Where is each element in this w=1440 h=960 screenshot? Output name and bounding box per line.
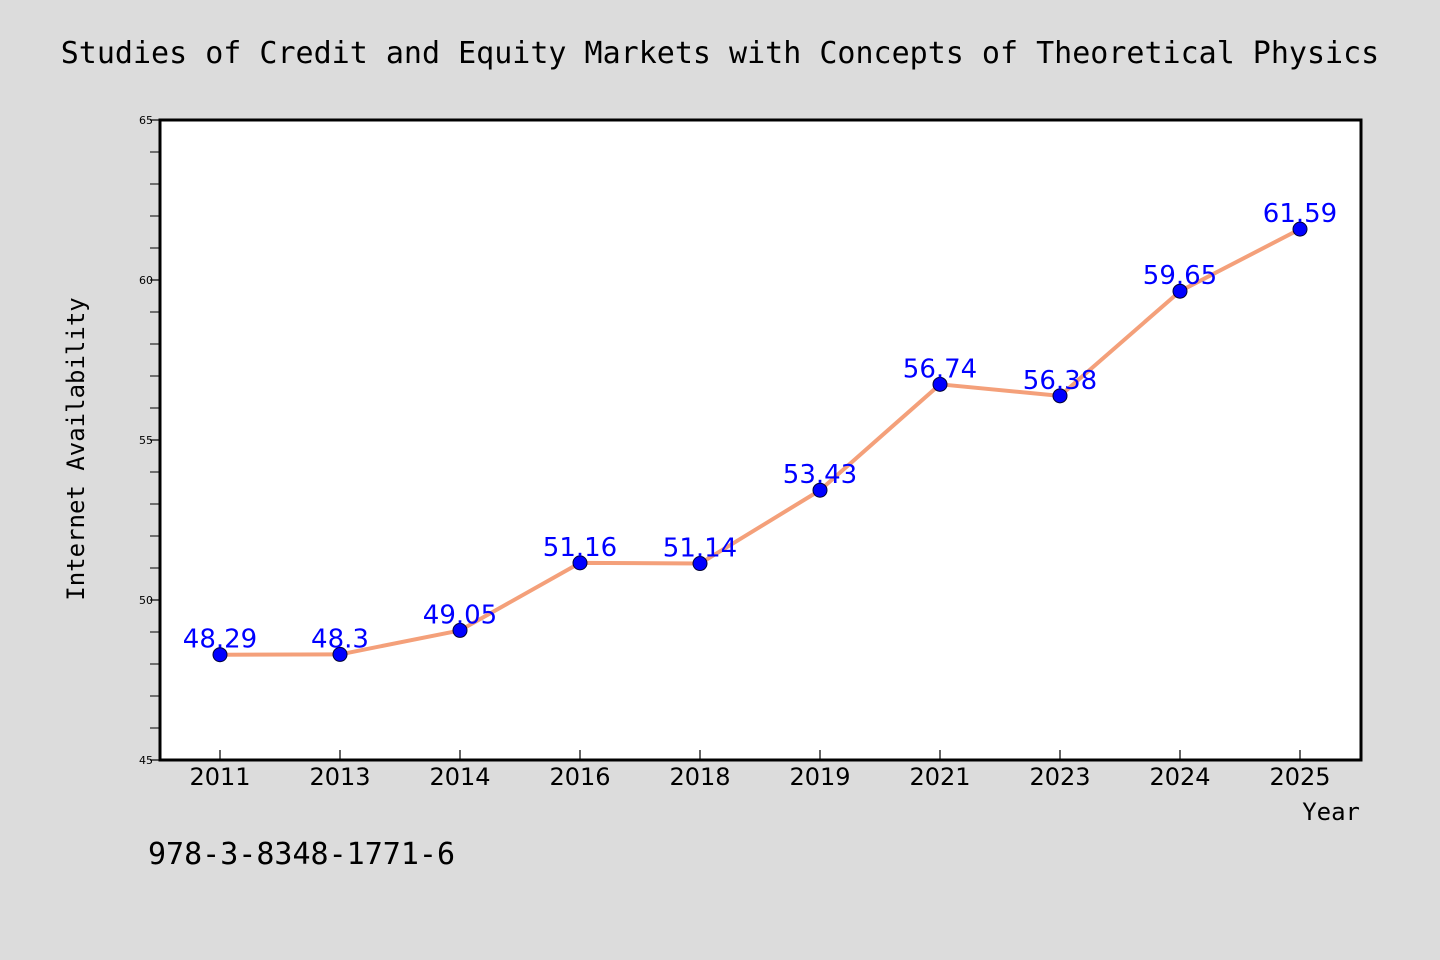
data-label: 51.16	[543, 533, 617, 563]
x-axis-title: Year	[1302, 798, 1360, 826]
data-label: 51.14	[663, 534, 737, 564]
x-tick-label: 2019	[789, 763, 850, 791]
x-tick-label: 2016	[549, 763, 610, 791]
y-tick-label: 60	[139, 274, 153, 287]
plot-area	[158, 118, 1363, 762]
data-point	[812, 482, 828, 498]
data-labels: 48.29 48.3 49.05 51.16 51.14 53.43 56.74 56.38 5…	[183, 199, 1337, 655]
data-point	[692, 556, 708, 572]
data-label: 53.43	[783, 460, 857, 490]
series-line	[219, 227, 1301, 657]
footnote: 978-3-8348-1771-6	[148, 837, 455, 872]
data-point	[1292, 221, 1308, 237]
x-tick-label: 2013	[309, 763, 370, 791]
data-markers	[212, 221, 1308, 663]
y-tick-label: 55	[139, 434, 153, 447]
x-tick-label: 2021	[909, 763, 970, 791]
y-axis-ticks: 45 50 55 60 65	[139, 114, 160, 767]
chart-title: Studies of Credit and Equity Markets wit…	[61, 36, 1380, 71]
x-tick-label: 2025	[1269, 763, 1330, 791]
data-point	[212, 647, 228, 663]
y-tick-label: 45	[139, 754, 153, 767]
data-point	[572, 555, 588, 571]
data-label: 49.05	[423, 600, 497, 630]
y-tick-label: 65	[139, 114, 153, 127]
data-point	[1172, 283, 1188, 299]
data-label: 48.3	[311, 624, 369, 654]
x-tick-label: 2014	[429, 763, 490, 791]
data-point	[1052, 388, 1068, 404]
data-label: 56.74	[903, 354, 977, 384]
data-label: 61.59	[1263, 199, 1337, 229]
data-point	[452, 622, 468, 638]
data-point	[332, 646, 348, 662]
data-label: 48.29	[183, 625, 257, 655]
y-tick-label: 50	[139, 594, 153, 607]
data-point	[932, 376, 948, 392]
x-axis-ticks: 2011 2013 2014 2016 2018 2019 2021 2023 2024 2025	[189, 750, 1331, 791]
data-label: 59.65	[1143, 261, 1217, 291]
x-tick-label: 2018	[669, 763, 730, 791]
x-tick-label: 2023	[1029, 763, 1090, 791]
data-label: 56.38	[1023, 366, 1097, 396]
x-tick-label: 2011	[189, 763, 250, 791]
x-tick-label: 2024	[1149, 763, 1210, 791]
y-axis-title: Internet Availability	[62, 297, 90, 600]
